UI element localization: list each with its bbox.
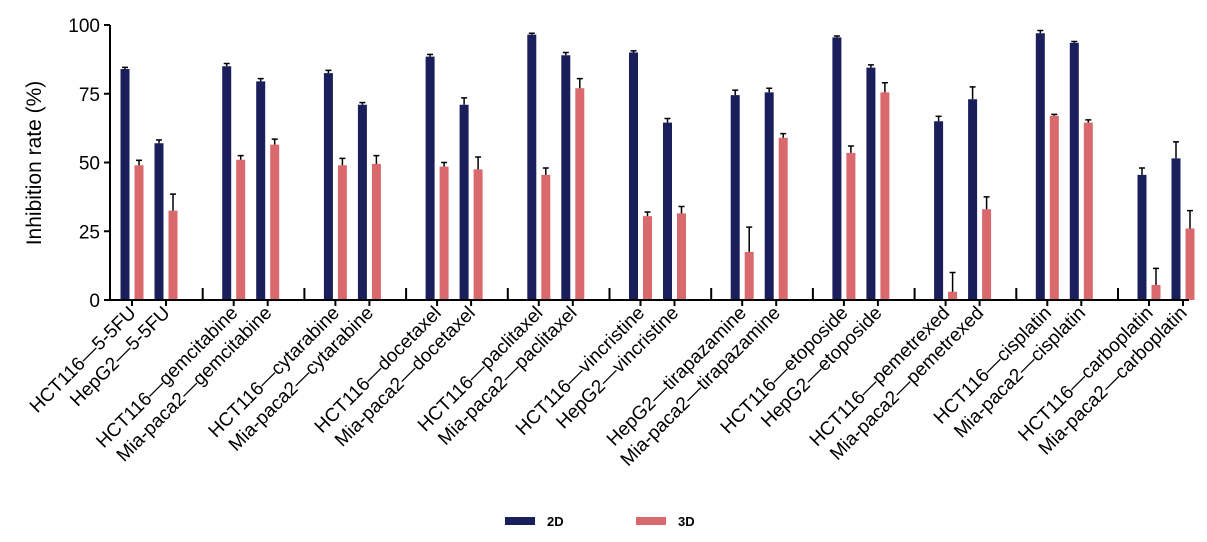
bar-3D-0 — [134, 165, 144, 300]
bar-3D-15 — [880, 92, 890, 300]
legend-swatch-3D — [636, 517, 666, 525]
bar-2D-21 — [1171, 158, 1181, 300]
bar-2D-0 — [120, 69, 130, 300]
bar-2D-18 — [1035, 33, 1045, 300]
bar-2D-6 — [425, 56, 435, 300]
bar-3D-8 — [541, 174, 551, 300]
bar-2D-9 — [561, 55, 571, 300]
bar-2D-3 — [256, 81, 266, 300]
bar-2D-15 — [866, 67, 876, 300]
bar-2D-2 — [222, 66, 232, 300]
y-tick-label: 50 — [79, 154, 100, 175]
bar-2D-16 — [934, 121, 944, 300]
bar-2D-12 — [730, 95, 740, 300]
bar-3D-12 — [744, 251, 754, 300]
legend-label-3D: 3D — [678, 514, 695, 529]
bar-2D-11 — [663, 122, 672, 300]
bar-3D-18 — [1049, 115, 1059, 300]
y-tick-label: 100 — [68, 16, 100, 37]
bar-2D-8 — [527, 34, 537, 300]
x-axis: HCT116—5-5FUHepG2—5-5FUHCT116—gemcitabin… — [26, 288, 1192, 471]
legend: 2D 3D — [505, 514, 695, 529]
bar-2D-4 — [323, 73, 333, 300]
bar-3D-20 — [1151, 284, 1161, 300]
bar-2D-14 — [832, 37, 842, 300]
bar-3D-9 — [575, 88, 585, 300]
bar-2D-1 — [154, 143, 164, 300]
legend-label-2D: 2D — [547, 514, 564, 529]
y-axis-label: Inhibition rate (%) — [23, 81, 46, 246]
bar-2D-5 — [357, 104, 367, 300]
bar-3D-4 — [337, 165, 347, 300]
bar-3D-5 — [371, 163, 381, 300]
bar-2D-20 — [1137, 174, 1147, 300]
bar-3D-21 — [1185, 228, 1195, 300]
bar-3D-10 — [643, 216, 652, 300]
bar-2D-17 — [968, 99, 978, 300]
bar-3D-11 — [677, 213, 686, 300]
bar-2D-13 — [764, 92, 774, 300]
bar-3D-17 — [982, 209, 992, 300]
bar-2D-10 — [629, 52, 638, 300]
bar-3D-7 — [473, 169, 483, 300]
legend-swatch-2D — [505, 517, 535, 525]
bar-3D-1 — [168, 210, 178, 300]
bar-3D-14 — [846, 152, 856, 300]
bar-2D-7 — [459, 104, 469, 300]
bar-3D-16 — [948, 291, 958, 300]
y-tick-label: 75 — [79, 85, 100, 106]
bar-3D-3 — [270, 144, 280, 300]
y-tick-label: 25 — [79, 222, 100, 243]
plot-area — [120, 29, 1195, 300]
bar-3D-19 — [1083, 122, 1093, 300]
y-tick-label: 0 — [89, 291, 100, 312]
bar-3D-6 — [439, 166, 449, 300]
bar-3D-13 — [778, 137, 788, 300]
bar-2D-19 — [1069, 42, 1079, 300]
y-axis: 0 25 50 75 100 — [68, 16, 111, 312]
bar-3D-2 — [236, 159, 246, 300]
